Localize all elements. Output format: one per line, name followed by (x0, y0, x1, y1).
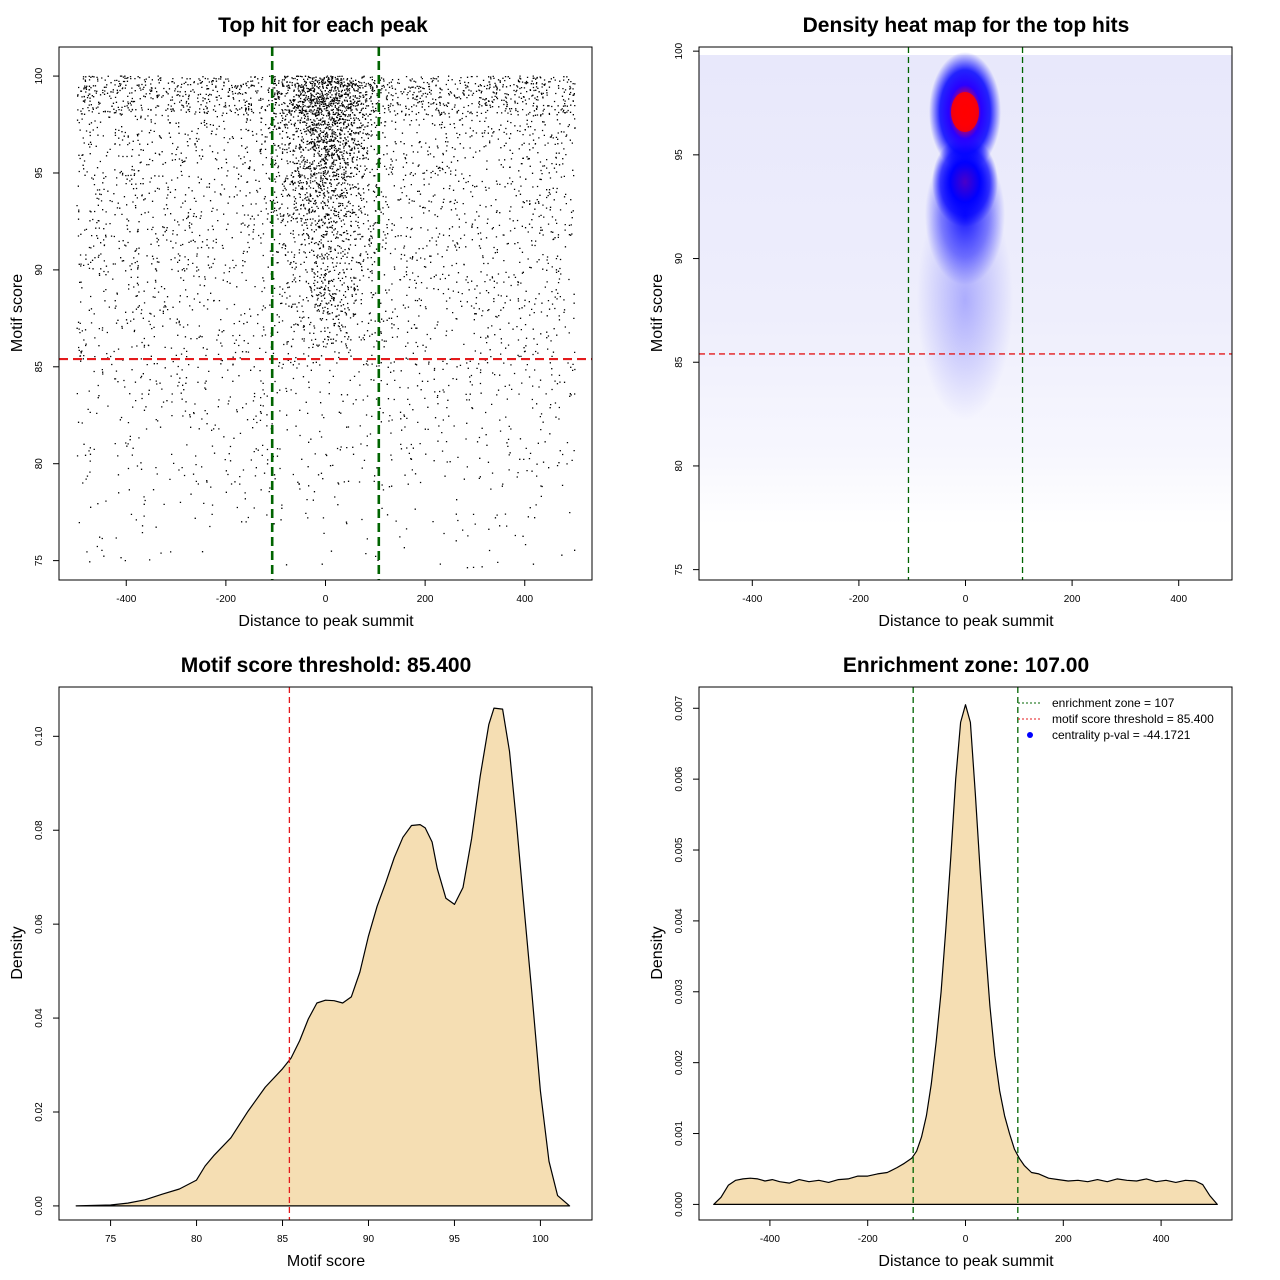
score-density-x-tick-label: 75 (105, 1234, 117, 1245)
distance-density-x-tick-label: 0 (963, 1234, 969, 1245)
heatmap-reference-lines (699, 47, 1232, 580)
score-density-plot-frame (58, 686, 593, 1221)
heatmap-x-tick-label: 0 (963, 594, 969, 605)
distance-density-area (713, 704, 1218, 1205)
score-density-axes: 75 80 85 90 95 100 0.00 0.02 0.04 0.06 0.08 0.10 (34, 686, 593, 1245)
score-density-y-axis-label: Density (9, 926, 26, 979)
heatmap-x-tick-label: 200 (1064, 594, 1081, 605)
score-density-x-tick-label: 100 (532, 1234, 549, 1245)
heatmap-y-tick-label: 80 (674, 460, 685, 472)
distance-density-panel: Enrichment zone: 107.00 Distance to peak… (649, 654, 1233, 1270)
score-density-y-tick-label: 0.04 (34, 1008, 45, 1028)
score-density-area (75, 707, 571, 1207)
heatmap-x-tick-label: 400 (1170, 594, 1187, 605)
distance-density-y-tick-label: 0.003 (674, 979, 685, 1004)
heatmap-y-tick-label: 85 (674, 356, 685, 368)
legend: enrichment zone = 107 motif score thresh… (1018, 696, 1214, 742)
heatmap-x-tick-label: -200 (849, 594, 869, 605)
distance-density-y-tick-label: 0.000 (674, 1191, 685, 1216)
scatter-y-tick-label: 75 (34, 555, 45, 567)
scatter-y-tick-label: 95 (34, 167, 45, 179)
distance-density-x-tick-label: 400 (1153, 1234, 1170, 1245)
score-density-x-tick-label: 95 (449, 1234, 461, 1245)
score-density-x-tick-label: 85 (277, 1234, 289, 1245)
scatter-x-tick-label: -400 (116, 594, 136, 605)
legend-enrichment-zone-label: enrichment zone = 107 (1052, 696, 1175, 710)
score-density-y-tick-label: 0.06 (34, 914, 45, 934)
distance-density-title: Enrichment zone: 107.00 (843, 654, 1089, 677)
distance-density-y-tick-label: 0.004 (674, 908, 685, 933)
scatter-y-tick-label: 80 (34, 458, 45, 470)
scatter-point-cloud (76, 75, 576, 569)
heatmap-y-tick-label: 75 (674, 564, 685, 576)
scatter-x-tick-label: -200 (216, 594, 236, 605)
distance-density-y-axis-label: Density (649, 926, 666, 979)
scatter-x-tick-label: 200 (417, 594, 434, 605)
legend-centrality-point (1027, 732, 1033, 738)
scatter-points (76, 75, 576, 569)
heatmap-x-axis-label: Distance to peak summit (878, 613, 1054, 630)
legend-centrality-label: centrality p-val = -44.1721 (1052, 728, 1191, 742)
distance-density-x-tick-label: -400 (760, 1234, 780, 1245)
score-density-density-curve (75, 707, 571, 1207)
heatmap-density (699, 47, 1232, 580)
heatmap-y-tick-label: 100 (674, 42, 685, 59)
distance-density-density-curve (713, 704, 1218, 1205)
score-density-y-tick-label: 0.10 (34, 726, 45, 746)
distance-density-x-tick-label: 200 (1055, 1234, 1072, 1245)
scatter-x-tick-label: 0 (323, 594, 329, 605)
heatmap-y-axis-label: Motif score (649, 274, 666, 352)
scatter-y-axis-label: Motif score (9, 274, 26, 352)
distance-density-y-tick-label: 0.006 (674, 766, 685, 791)
distance-density-reference-lines (912, 687, 1019, 1220)
distance-density-y-tick-label: 0.001 (674, 1121, 685, 1146)
score-density-y-tick-label: 0.08 (34, 820, 45, 840)
scatter-panel: Top hit for each peak Distance to peak s… (9, 14, 593, 630)
score-density-panel: Motif score threshold: 85.400 Motif scor… (9, 654, 593, 1270)
distance-density-x-axis-label: Distance to peak summit (878, 1253, 1054, 1270)
heatmap-panel: Density heat map for the top hits Distan… (649, 14, 1233, 630)
scatter-plot-frame (58, 46, 593, 581)
heatmap-y-tick-label: 95 (674, 149, 685, 161)
scatter-y-tick-label: 90 (34, 264, 45, 276)
scatter-y-tick-label: 85 (34, 361, 45, 373)
legend-motif-threshold-label: motif score threshold = 85.400 (1052, 712, 1214, 726)
score-density-x-tick-label: 80 (191, 1234, 203, 1245)
score-density-y-tick-label: 0.02 (34, 1102, 45, 1122)
scatter-reference-lines (59, 47, 592, 580)
scatter-x-axis-label: Distance to peak summit (238, 613, 414, 630)
distance-density-x-tick-label: -200 (858, 1234, 878, 1245)
heatmap-title: Density heat map for the top hits (803, 14, 1130, 37)
score-density-title: Motif score threshold: 85.400 (181, 654, 472, 677)
distance-density-y-tick-label: 0.002 (674, 1050, 685, 1075)
distance-density-y-tick-label: 0.005 (674, 837, 685, 862)
scatter-axes: -400 -200 0 200 400 75 80 85 90 95 100 (34, 46, 593, 605)
distance-density-y-tick-label: 0.007 (674, 695, 685, 720)
scatter-y-tick-label: 100 (34, 67, 45, 84)
scatter-title: Top hit for each peak (218, 14, 428, 37)
heatmap-x-tick-label: -400 (742, 594, 762, 605)
score-density-y-tick-label: 0.00 (34, 1196, 45, 1216)
scatter-x-tick-label: 400 (516, 594, 533, 605)
heatmap-axes: -400 -200 0 200 400 75 80 85 90 95 100 (674, 42, 1233, 605)
distance-density-axes: -400 -200 0 200 400 0.000 0.001 0.002 0.003 0.004… (674, 686, 1233, 1245)
heatmap-y-tick-label: 90 (674, 253, 685, 265)
score-density-x-axis-label: Motif score (287, 1253, 365, 1270)
score-density-x-tick-label: 90 (363, 1234, 375, 1245)
